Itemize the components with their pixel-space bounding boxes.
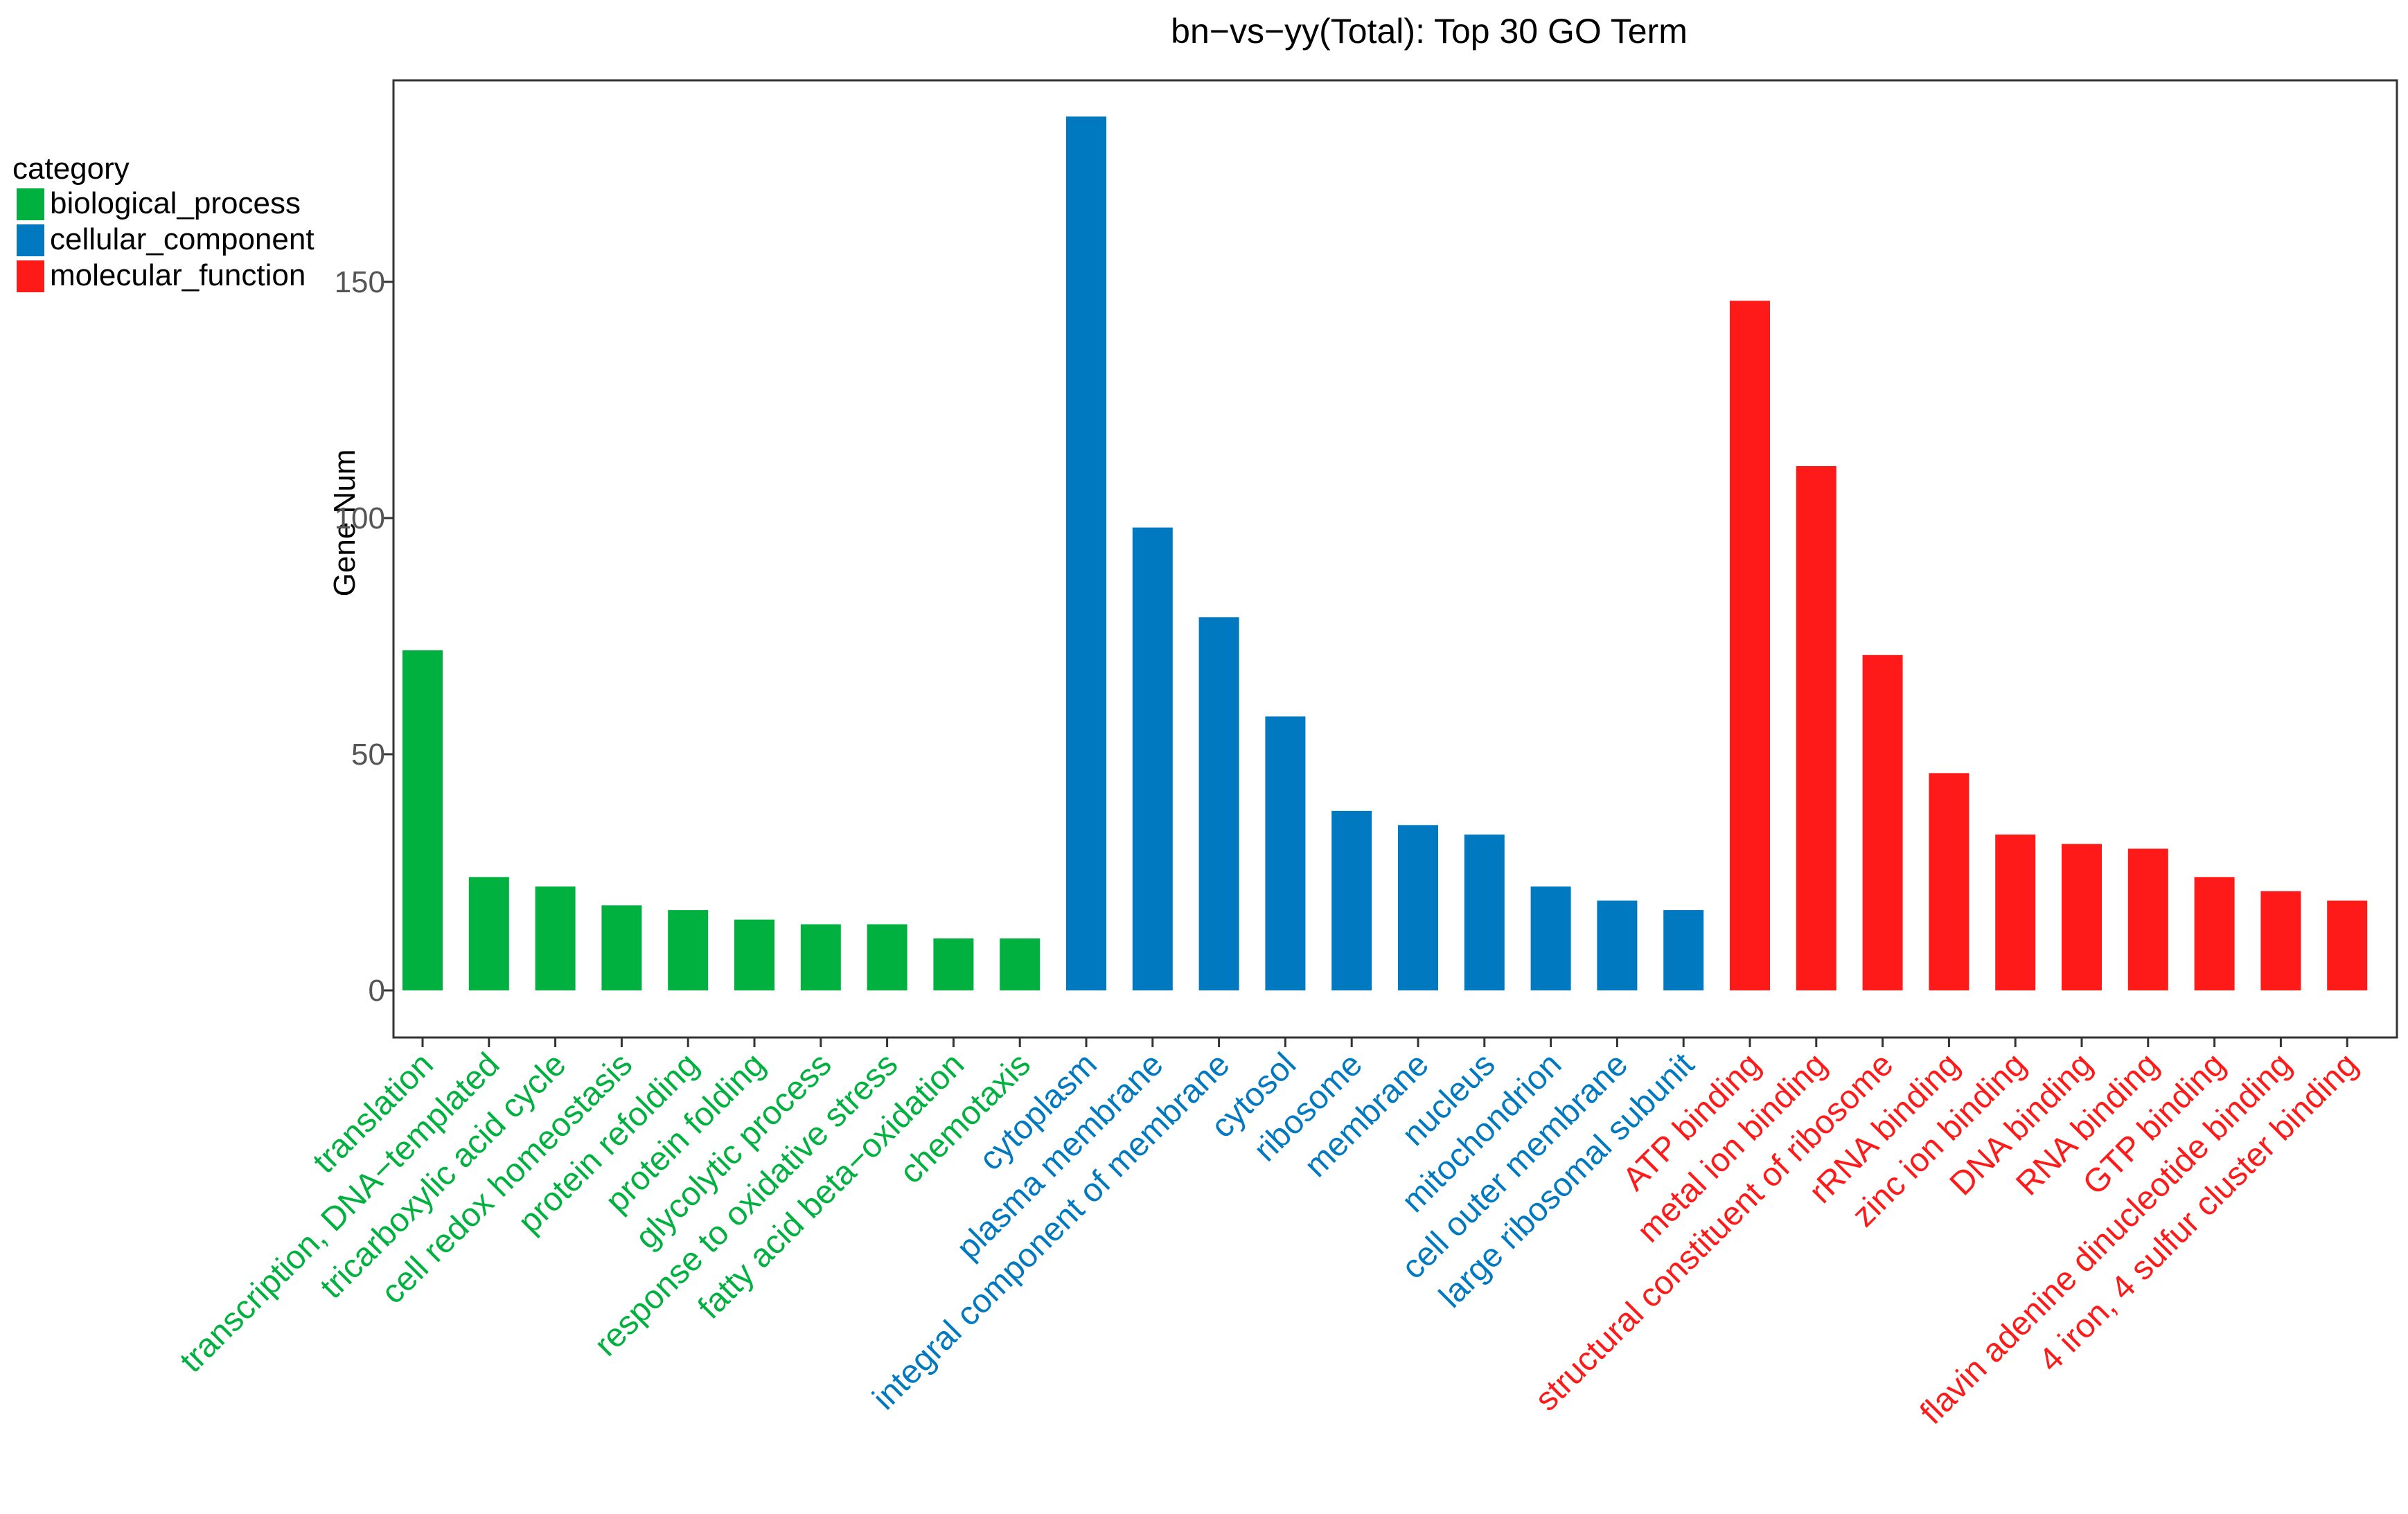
bar-membrane <box>1398 825 1438 990</box>
bar-response-to-oxidative-stress <box>867 924 908 990</box>
bar-integral-component-of-membrane <box>1198 617 1239 990</box>
bar-gtp-binding <box>2194 877 2235 990</box>
bar-cell-outer-membrane <box>1597 900 1638 990</box>
y-axis-label: Gene Num <box>328 449 362 597</box>
bar-atp-binding <box>1730 301 1770 990</box>
legend-label-molecular-function: molecular_function <box>50 258 306 292</box>
bars <box>402 116 2368 990</box>
bar-mitochondrion <box>1530 886 1571 990</box>
bar-zinc-ion-binding <box>1995 834 2036 990</box>
bar-transcription-dna-templated <box>468 877 509 990</box>
bar-plasma-membrane <box>1132 527 1173 990</box>
bar-structural-constituent-of-ribosome <box>1862 654 1903 990</box>
bar-protein-folding <box>734 919 774 990</box>
y-tick-label: 100 <box>335 501 385 535</box>
bar-dna-binding <box>2062 844 2102 990</box>
chart-title: bn−vs−yy(Total): Top 30 GO Term <box>1171 12 1688 51</box>
bar-ribosome <box>1331 810 1372 990</box>
bar-chemotaxis <box>1000 938 1041 990</box>
legend-label-cellular-component: cellular_component <box>50 222 315 256</box>
legend-swatch-cellular-component <box>17 224 44 256</box>
y-tick-label: 0 <box>369 974 385 1008</box>
bar-4-iron-4-sulfur-cluster-binding <box>2327 900 2368 990</box>
bar-cytoplasm <box>1066 116 1106 990</box>
bar-glycolytic-process <box>800 924 841 990</box>
bar-translation <box>402 650 443 990</box>
bar-flavin-adenine-dinucleotide-binding <box>2260 891 2301 990</box>
y-tick-label: 50 <box>351 738 385 772</box>
bar-large-ribosomal-subunit <box>1663 910 1704 990</box>
y-tick-label: 150 <box>335 265 385 299</box>
plot-frame <box>392 79 2398 1039</box>
legend: category biological_processcellular_comp… <box>12 152 315 292</box>
y-axis: 0 50 100 150 <box>335 265 393 1008</box>
bar-protein-refolding <box>668 910 709 990</box>
legend-label-biological-process: biological_process <box>50 186 301 220</box>
bar-rna-binding <box>2127 848 2168 990</box>
bar-cell-redox-homeostasis <box>601 905 642 990</box>
bar-rrna-binding <box>1929 773 1969 990</box>
legend-swatch-molecular-function <box>17 260 44 292</box>
bar-fatty-acid-beta-oxidation <box>933 938 974 990</box>
bar-nucleus <box>1464 834 1505 990</box>
bar-metal-ion-binding <box>1796 465 1836 990</box>
bar-tricarboxylic-acid-cycle <box>535 886 576 990</box>
legend-title: category <box>12 152 130 186</box>
bar-cytosol <box>1265 716 1306 990</box>
legend-swatch-biological-process <box>17 188 44 220</box>
